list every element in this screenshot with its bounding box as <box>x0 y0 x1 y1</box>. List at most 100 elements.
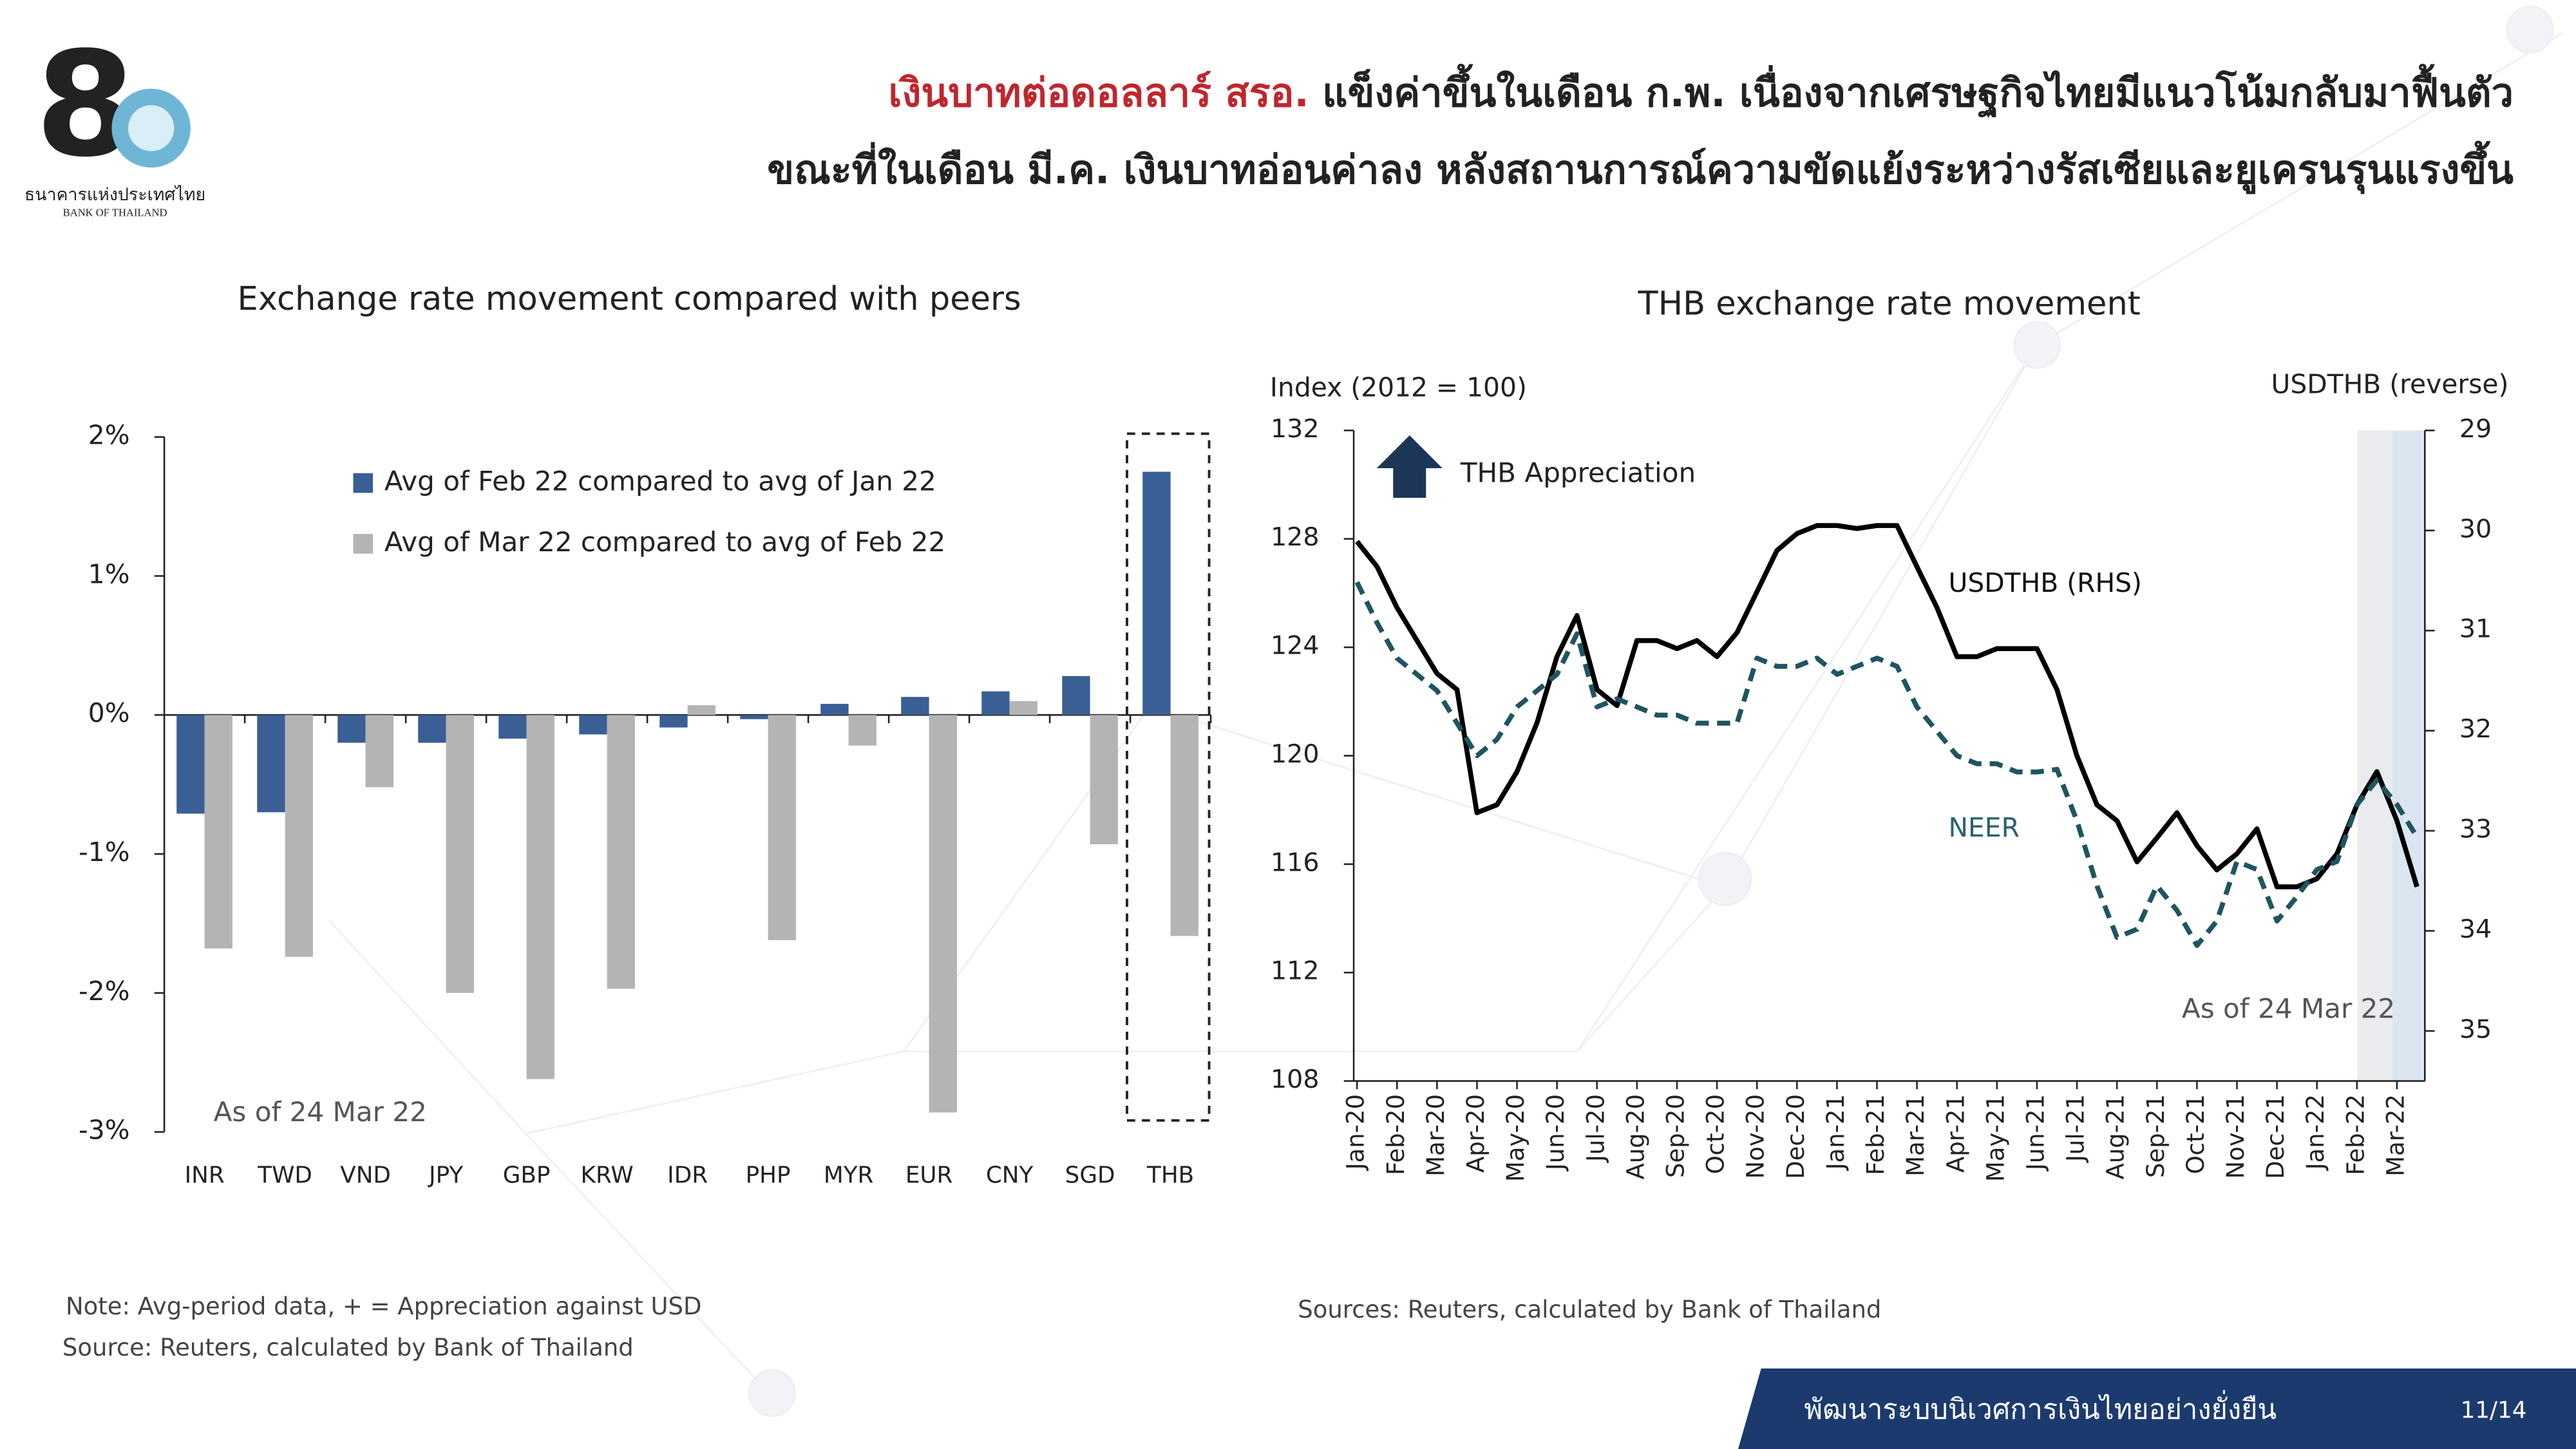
bar <box>768 715 796 940</box>
x-tick-label: Mar-22 <box>2382 1094 2409 1177</box>
bar <box>607 715 635 989</box>
x-tick-label: Jan-20 <box>1342 1094 1370 1171</box>
shade-mar <box>2392 430 2425 1081</box>
x-tick-label: CNY <box>986 1162 1034 1189</box>
bar <box>1090 715 1118 844</box>
logo-circle <box>128 105 175 151</box>
x-tick-label: Mar-20 <box>1422 1094 1450 1177</box>
bar <box>1170 715 1198 936</box>
x-tick-label: Jun-21 <box>2022 1094 2049 1171</box>
bar <box>526 715 554 1079</box>
footer-slogan: พัฒนาระบบนิเวศการเงินไทยอย่างยั่งยืน <box>1804 1390 2277 1426</box>
footer-banner <box>1738 1368 2576 1449</box>
x-tick-label: Nov-21 <box>2222 1094 2249 1179</box>
bar <box>285 715 313 957</box>
bar <box>659 715 688 728</box>
series-line <box>1355 523 2420 889</box>
header-rest: แข็งค่าขึ้นในเดือน ก.พ. เนื่องจากเศรษฐกิ… <box>1322 64 2514 118</box>
bar <box>848 715 876 746</box>
source: Sources: Reuters, calculated by Bank of … <box>1298 1296 1881 1323</box>
x-tick-label: PHP <box>746 1162 791 1189</box>
x-tick-label: May-21 <box>1982 1094 2009 1182</box>
legend-swatch <box>353 534 374 554</box>
y2-axis-label: USDTHB (reverse) <box>2271 368 2509 399</box>
bar <box>204 715 232 949</box>
legend-label: Avg of Mar 22 compared to avg of Feb 22 <box>384 526 945 558</box>
logo-name-en: BANK OF THAILAND <box>63 206 167 218</box>
x-tick-label: Feb-22 <box>2342 1094 2369 1175</box>
x-tick-label: Jul-21 <box>2062 1094 2090 1163</box>
x-tick-label: Oct-21 <box>2182 1094 2210 1174</box>
y2-tick-label: 33 <box>2459 815 2492 844</box>
x-tick-label: Jul-20 <box>1582 1094 1609 1163</box>
bar <box>365 715 393 788</box>
shade-feb <box>2357 430 2392 1081</box>
y-tick-label: 1% <box>88 558 130 589</box>
y-tick-label: -1% <box>79 837 129 867</box>
x-tick-label: Jun-20 <box>1542 1094 1569 1171</box>
x-tick-label: Sep-21 <box>2142 1094 2170 1178</box>
x-tick-label: KRW <box>581 1162 634 1189</box>
y2-tick-label: 29 <box>2459 414 2492 444</box>
x-tick-label: Feb-21 <box>1862 1094 1889 1175</box>
y2-tick-label: 32 <box>2459 714 2492 744</box>
header-highlight: เงินบาทต่อดอลลาร์ สรอ. <box>889 70 1309 116</box>
x-tick-label: MYR <box>824 1162 873 1189</box>
annotation: THB Appreciation <box>1460 457 1696 489</box>
x-tick-label: JPY <box>428 1162 463 1189</box>
y2-tick-label: 35 <box>2459 1014 2492 1044</box>
bar <box>1142 471 1171 715</box>
appreciation-arrow <box>1376 435 1443 498</box>
bar <box>418 715 446 743</box>
y-tick-label: 108 <box>1271 1065 1319 1094</box>
x-tick-label: EUR <box>905 1162 953 1189</box>
header-title-line2: ขณะที่ในเดือน มี.ค. เงินบาทอ่อนค่าลง หลั… <box>767 140 2514 194</box>
bar <box>981 691 1010 715</box>
bar <box>740 715 768 719</box>
source: Source: Reuters, calculated by Bank of T… <box>62 1334 634 1361</box>
bar <box>687 705 715 715</box>
y-tick-label: 0% <box>88 697 130 728</box>
chart-title: THB exchange rate movement <box>1638 285 2141 323</box>
y-tick-label: 120 <box>1271 739 1319 769</box>
bar <box>446 715 474 993</box>
x-tick-label: Dec-21 <box>2262 1094 2289 1179</box>
x-tick-label: Feb-20 <box>1382 1094 1410 1175</box>
x-tick-label: Oct-20 <box>1702 1094 1730 1174</box>
y-tick-label: 112 <box>1271 956 1319 986</box>
x-tick-label: Jan-21 <box>1822 1094 1850 1171</box>
x-tick-label: GBP <box>503 1162 551 1189</box>
series-label: NEER <box>1949 812 2020 843</box>
y-tick-label: 132 <box>1271 414 1319 444</box>
y-tick-label: -2% <box>79 976 129 1007</box>
chart-title: Exchange rate movement compared with pee… <box>238 280 1021 318</box>
bar <box>498 715 527 739</box>
legend-label: Avg of Feb 22 compared to avg of Jan 22 <box>384 466 936 497</box>
x-tick-label: INR <box>185 1162 225 1189</box>
bar <box>257 715 285 813</box>
y2-tick-label: 34 <box>2459 914 2492 944</box>
y-tick-label: 124 <box>1271 631 1319 661</box>
bar <box>901 697 929 715</box>
x-tick-label: Aug-20 <box>1622 1094 1649 1180</box>
x-tick-label: Apr-21 <box>1942 1094 1969 1173</box>
x-tick-label: IDR <box>667 1162 708 1189</box>
note: Note: Avg-period data, + = Appreciation … <box>66 1293 701 1320</box>
x-tick-label: Jan-22 <box>2302 1094 2329 1171</box>
bar <box>176 715 205 814</box>
x-tick-label: May-20 <box>1502 1094 1530 1182</box>
bar <box>820 703 849 715</box>
x-tick-label: SGD <box>1065 1162 1115 1189</box>
x-tick-label: TWD <box>257 1162 312 1189</box>
y-axis-label: Index (2012 = 100) <box>1270 372 1527 403</box>
y-tick-label: 116 <box>1271 848 1319 877</box>
bar <box>337 715 366 743</box>
y2-tick-label: 31 <box>2459 614 2492 644</box>
y2-tick-label: 30 <box>2459 514 2492 544</box>
x-tick-label: THB <box>1146 1162 1194 1189</box>
x-tick-label: Mar-21 <box>1902 1094 1929 1177</box>
page-number: 11/14 <box>2461 1397 2527 1423</box>
series-label: USDTHB (RHS) <box>1949 567 2142 598</box>
annotation: As of 24 Mar 22 <box>214 1096 427 1128</box>
